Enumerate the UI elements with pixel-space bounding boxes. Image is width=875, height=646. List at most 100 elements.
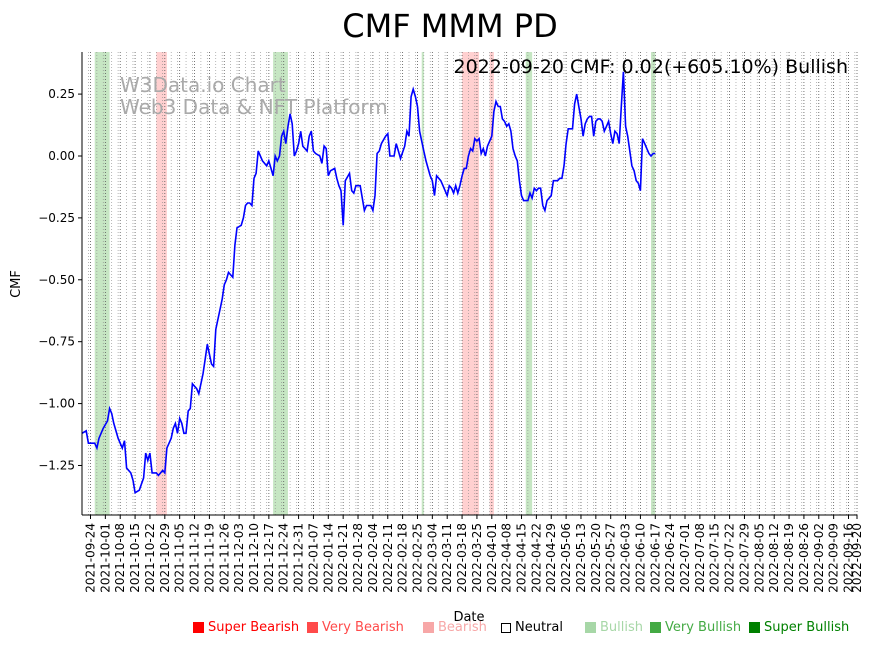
x-tick-label: 2021-10-22 bbox=[143, 523, 157, 593]
x-tick-label: 2021-10-08 bbox=[113, 523, 127, 593]
x-tick-label: 2022-05-20 bbox=[589, 523, 603, 593]
y-axis-label: CMF bbox=[9, 270, 24, 298]
legend-swatch bbox=[650, 622, 661, 633]
band-bullish-6 bbox=[525, 52, 533, 515]
x-tick-label: 2022-01-21 bbox=[336, 523, 350, 593]
chart-title: CMF MMM PD bbox=[342, 7, 557, 45]
x-tick-label: 2022-07-29 bbox=[737, 523, 751, 593]
latest-value-annotation: 2022-09-20 CMF: 0.02(+605.10%) Bullish bbox=[454, 56, 849, 78]
y-tick-label: 0.25 bbox=[48, 87, 75, 101]
x-tick-label: 2022-08-26 bbox=[797, 523, 811, 593]
legend-item: Neutral bbox=[501, 620, 563, 635]
y-tick-label: −1.00 bbox=[38, 397, 75, 411]
y-tick-label: −0.75 bbox=[38, 335, 75, 349]
x-tick-label: 2022-06-17 bbox=[648, 523, 662, 593]
band-bullish-0 bbox=[94, 52, 110, 515]
x-tick-label: 2021-10-29 bbox=[158, 523, 172, 593]
y-tick-label: −0.50 bbox=[38, 273, 75, 287]
x-tick-label: 2022-07-08 bbox=[693, 523, 707, 593]
x-tick-label: 2022-01-07 bbox=[306, 523, 320, 593]
legend-label: Neutral bbox=[515, 620, 563, 635]
x-tick-label: 2022-02-25 bbox=[410, 523, 424, 593]
x-tick-label: 2022-04-29 bbox=[544, 523, 558, 593]
x-tick-label: 2021-12-03 bbox=[232, 523, 246, 593]
x-tick-label: 2022-08-12 bbox=[767, 523, 781, 593]
x-tick-label: 2022-02-18 bbox=[396, 523, 410, 593]
x-tick-label: 2021-12-31 bbox=[292, 523, 306, 593]
x-tick-label: 2021-12-24 bbox=[277, 523, 291, 593]
legend-swatch bbox=[585, 622, 596, 633]
x-tick-label: 2022-06-03 bbox=[619, 523, 633, 593]
y-ticks: 0.25 0.00 −0.25 −0.50 −0.75 −1.00 −1.25 bbox=[38, 87, 82, 472]
legend-swatch bbox=[193, 622, 204, 633]
watermark-line-1: W3Data.io Chart bbox=[120, 73, 286, 97]
x-tick-label: 2022-03-18 bbox=[455, 523, 469, 593]
x-ticks: 2021-09-24 2021-10-01 2021-10-08 2021-10-15… bbox=[83, 515, 864, 593]
legend-swatch bbox=[501, 622, 511, 633]
legend-label: Super Bullish bbox=[764, 620, 850, 635]
x-tick-label: 2022-07-01 bbox=[678, 523, 692, 593]
legend-item: Very Bearish bbox=[307, 620, 404, 635]
x-tick-label: 2022-02-04 bbox=[366, 523, 380, 593]
band-bullish-2 bbox=[273, 52, 288, 515]
x-tick-label: 2022-09-02 bbox=[812, 523, 826, 593]
legend-label: Very Bearish bbox=[322, 620, 404, 635]
legend-label: Super Bearish bbox=[208, 620, 300, 635]
x-tick-label: 2022-09-16 bbox=[842, 523, 856, 593]
x-tick-label: 2022-04-15 bbox=[515, 523, 529, 593]
watermark: W3Data.io Chart Web3 Data & NFT Platform bbox=[120, 73, 388, 119]
x-tick-label: 2021-09-24 bbox=[83, 523, 97, 593]
x-tick-label: 2022-01-28 bbox=[351, 523, 365, 593]
legend-swatch bbox=[307, 622, 318, 633]
y-tick-label: −1.25 bbox=[38, 458, 75, 472]
x-tick-label: 2021-11-26 bbox=[217, 523, 231, 593]
x-tick-label: 2021-12-10 bbox=[247, 523, 261, 593]
x-tick-label: 2022-01-14 bbox=[321, 523, 335, 593]
band-bullish-3 bbox=[421, 52, 424, 515]
x-tick-label: 2022-04-22 bbox=[529, 523, 543, 593]
x-tick-label: 2022-03-25 bbox=[470, 523, 484, 593]
legend-item: Bullish bbox=[585, 620, 643, 635]
x-tick-label: 2022-04-01 bbox=[485, 523, 499, 593]
x-tick-label: 2022-02-11 bbox=[381, 523, 395, 593]
x-tick-label: 2021-11-05 bbox=[173, 523, 187, 593]
band-bearish-1 bbox=[156, 52, 167, 515]
legend-label: Bearish bbox=[438, 620, 487, 635]
x-tick-label: 2021-12-17 bbox=[262, 523, 276, 593]
x-gridlines bbox=[81, 52, 858, 515]
x-tick-label: 2022-05-27 bbox=[604, 523, 618, 593]
legend-item: Super Bearish bbox=[193, 620, 299, 635]
x-tick-label: 2021-10-01 bbox=[98, 523, 112, 593]
legend-item: Bearish bbox=[423, 620, 487, 635]
x-tick-label: 2022-07-22 bbox=[723, 523, 737, 593]
legend-label: Bullish bbox=[600, 620, 644, 635]
axes bbox=[81, 52, 857, 516]
legend-label: Very Bullish bbox=[665, 620, 742, 635]
x-tick-label: 2022-05-13 bbox=[574, 523, 588, 593]
x-tick-label: 2021-11-12 bbox=[188, 523, 202, 593]
legend-item: Super Bullish bbox=[749, 620, 849, 635]
x-tick-label: 2022-05-06 bbox=[559, 523, 573, 593]
x-tick-label: 2022-09-20 bbox=[850, 523, 864, 593]
x-tick-label: 2022-08-05 bbox=[752, 523, 766, 593]
x-tick-label: 2021-10-15 bbox=[128, 523, 142, 593]
legend-swatch bbox=[423, 622, 434, 633]
band-bearish-4 bbox=[462, 52, 480, 515]
y-tick-label: 0.00 bbox=[48, 149, 75, 163]
x-axis-label: Date bbox=[453, 610, 484, 625]
x-tick-label: 2022-06-24 bbox=[663, 523, 677, 593]
x-tick-label: 2022-04-08 bbox=[500, 523, 514, 593]
watermark-line-2: Web3 Data & NFT Platform bbox=[120, 95, 388, 119]
x-tick-label: 2022-06-10 bbox=[633, 523, 647, 593]
cmf-series-line bbox=[81, 71, 656, 494]
x-tick-label: 2022-03-11 bbox=[440, 523, 454, 593]
legend-item: Very Bullish bbox=[650, 620, 741, 635]
x-tick-label: 2022-07-15 bbox=[708, 523, 722, 593]
signal-bands bbox=[94, 52, 656, 515]
x-tick-label: 2021-11-19 bbox=[202, 523, 216, 593]
x-tick-label: 2022-09-09 bbox=[827, 523, 841, 593]
x-tick-label: 2022-03-04 bbox=[425, 523, 439, 593]
legend-swatch bbox=[749, 622, 760, 633]
x-tick-label: 2022-08-19 bbox=[782, 523, 796, 593]
